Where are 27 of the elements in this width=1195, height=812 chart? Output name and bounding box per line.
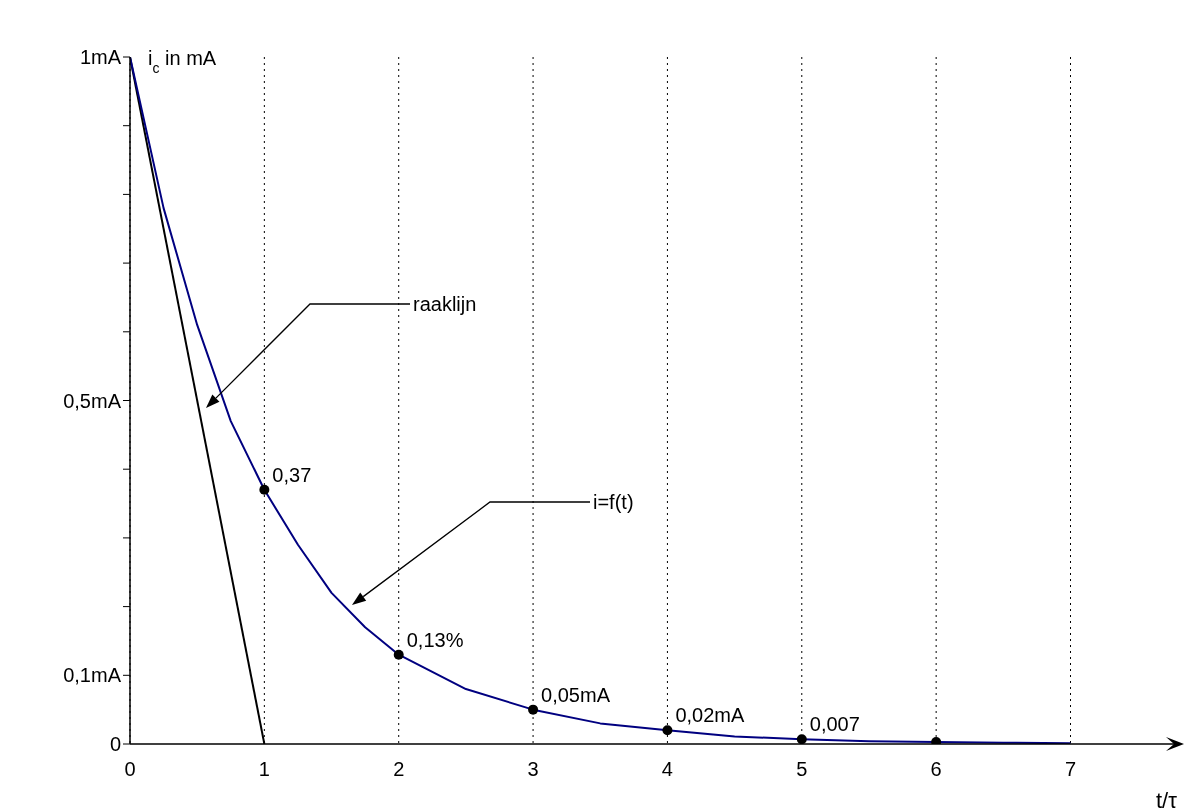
y-axis-title: i$_{c}$ in mA — [148, 47, 217, 76]
data-label: 0,007 — [809, 713, 860, 736]
annotation: raaklijn — [413, 293, 477, 315]
y-tick-label: 1mA — [79, 46, 122, 69]
point — [393, 649, 404, 660]
x-tick-label: 5 — [796, 758, 808, 781]
point — [662, 725, 673, 736]
x-tick-label: 4 — [661, 758, 673, 781]
data-label: 0,02mA — [675, 704, 746, 727]
data-label: 0,05mA — [541, 683, 611, 706]
y-tick-label: 0,1mA — [63, 664, 122, 687]
data-label: 0,37 — [272, 463, 312, 486]
x-tick-label: 0 — [124, 758, 136, 781]
point — [259, 484, 270, 495]
y-tick-label: 0,5mA — [63, 389, 122, 412]
point — [796, 734, 807, 744]
x-tick-label: 2 — [393, 758, 405, 781]
x-tick-label: 1 — [258, 758, 270, 781]
y-tick-label: 0 — [109, 733, 121, 756]
point — [931, 736, 942, 744]
x-tick-label: 3 — [527, 758, 539, 781]
point — [528, 704, 539, 715]
data-label: 0,13% — [406, 628, 464, 651]
x-axis-title: t/τ — [1156, 788, 1178, 812]
x-tick-label: 6 — [930, 758, 942, 781]
annotation: i=f(t) — [593, 491, 634, 513]
x-tick-label: 7 — [1064, 758, 1077, 781]
